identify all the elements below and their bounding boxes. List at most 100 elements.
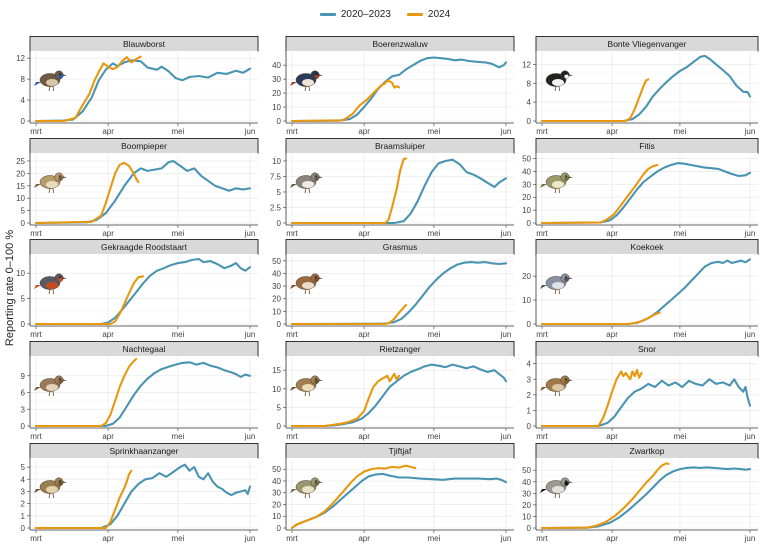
- series-line-2020-2023: [540, 466, 752, 530]
- legend-label-2020-2023: 2020–2023: [340, 8, 391, 20]
- bird-leg: [52, 288, 54, 295]
- tree-pipit-icon: [34, 172, 67, 194]
- panel-nachtegaal: Nachtegaal 0 3 6 9 mrt apr mei jun: [21, 341, 259, 441]
- y-tick-label: 2: [527, 391, 532, 400]
- bird-throat: [314, 379, 319, 384]
- x-tick-label: jun: [744, 127, 756, 136]
- bird-leg: [304, 390, 307, 397]
- x-tick-label: mei: [673, 229, 686, 238]
- y-tick-label: 10: [522, 512, 531, 521]
- panel-title: Rietzanger: [379, 344, 420, 354]
- y-tick-label: 50: [522, 466, 531, 475]
- bird-throat: [58, 277, 63, 282]
- bird-eye: [565, 175, 567, 177]
- panel-title: Blauwborst: [123, 39, 166, 49]
- bird-beak: [568, 74, 573, 76]
- bird-leg: [558, 187, 560, 194]
- x-tick-label: mei: [427, 432, 440, 441]
- x-tick-label: jun: [500, 127, 512, 136]
- plot-background: [286, 51, 514, 123]
- x-tick-label: mrt: [286, 432, 298, 441]
- y-tick-label: 2.5: [270, 203, 282, 212]
- lesser-whitethroat-icon: [290, 172, 323, 194]
- bird-tail: [290, 387, 297, 391]
- y-tick-label: 25: [16, 157, 25, 166]
- bird-beak: [62, 176, 67, 178]
- plot-background: [30, 356, 258, 428]
- x-tick-label: apr: [102, 330, 114, 339]
- bluethroat-icon: [34, 70, 67, 92]
- bird-tail: [290, 82, 297, 86]
- y-tick-label: 10: [272, 307, 281, 316]
- bird-throat: [58, 379, 63, 384]
- legend: 2020–2023 2024: [0, 6, 770, 22]
- legend-item-2020-2023: 2020–2023: [319, 8, 391, 20]
- y-tick-label: 30: [522, 489, 531, 498]
- x-tick-label: mei: [427, 229, 440, 238]
- bird-belly: [302, 79, 314, 86]
- series-line-2020-2023: [290, 363, 508, 428]
- series-line-2024: [290, 464, 417, 530]
- y-tick-label: 0: [21, 422, 26, 431]
- x-tick-label: apr: [606, 534, 618, 543]
- panel-fitis: Fitis 0 10 20 30 40 50 mrt apr mei jun: [522, 138, 759, 238]
- y-tick-label: 10: [272, 512, 281, 521]
- y-tick-label: 0: [21, 117, 26, 126]
- y-tick-label: 15: [272, 366, 281, 375]
- y-tick-label: 40: [272, 269, 281, 278]
- x-tick-label: mrt: [286, 330, 298, 339]
- pied-flycatcher-icon: [540, 70, 573, 92]
- bird-throat: [314, 481, 319, 486]
- y-tick-label: 10: [272, 385, 281, 394]
- x-tick-label: jun: [744, 534, 756, 543]
- series-line-2020-2023: [290, 158, 508, 225]
- series-line-2020-2023: [290, 261, 508, 326]
- y-tick-label: 12: [16, 54, 25, 63]
- x-tick-label: mrt: [286, 534, 298, 543]
- y-tick-label: 0: [277, 219, 282, 228]
- x-tick-label: mrt: [30, 330, 42, 339]
- panel-rietzanger: Rietzanger 0 5 10 15 mrt apr mei jun: [272, 341, 515, 441]
- y-tick-label: 40: [272, 61, 281, 70]
- x-tick-label: apr: [102, 127, 114, 136]
- bird-leg: [558, 390, 560, 397]
- bird-eye: [59, 73, 61, 75]
- bird-throat: [314, 277, 319, 282]
- y-tick-label: 1: [21, 512, 26, 521]
- bird-throat: [58, 176, 63, 181]
- panel-title: Gekraagde Roodstaart: [101, 242, 188, 252]
- bird-eye: [315, 378, 317, 380]
- bird-tail: [290, 184, 297, 188]
- bird-beak: [318, 481, 323, 483]
- plot-background: [30, 51, 258, 123]
- panel-boerenzwaluw: Boerenzwaluw 0 10 20 30 40 mrt apr mei jun: [272, 36, 515, 136]
- bird-eye: [315, 73, 317, 75]
- panel-zwartkop: Zwartkop 0 10 20 30 40 50 mrt apr mei jun: [522, 443, 759, 543]
- x-tick-label: mei: [171, 432, 184, 441]
- series-line-2024: [34, 55, 142, 123]
- y-tick-label: 6: [21, 389, 26, 398]
- x-tick-label: mrt: [30, 432, 42, 441]
- panel-boompieper: Boompieper 0 5 10 15 20 25 mrt apr mei jun: [16, 138, 259, 238]
- bird-tail: [540, 82, 547, 86]
- bird-belly: [46, 486, 58, 493]
- bird-leg: [554, 187, 557, 194]
- y-tick-label: 20: [272, 295, 281, 304]
- bird-tail: [540, 285, 547, 289]
- x-tick-label: apr: [358, 229, 370, 238]
- plot-background: [286, 356, 514, 428]
- x-tick-label: apr: [102, 534, 114, 543]
- y-tick-label: 9: [21, 372, 26, 381]
- y-tick-label: 5: [21, 463, 26, 472]
- bird-eye: [565, 378, 567, 380]
- y-tick-label: 4: [527, 98, 532, 107]
- legend-label-2024: 2024: [427, 8, 451, 20]
- bird-leg: [48, 187, 51, 194]
- bird-leg: [558, 492, 560, 499]
- panel-braamsluiper: Braamsluiper 0 2.5 5 7.5 10 mrt apr mei jun: [270, 138, 515, 238]
- y-tick-label: 10: [522, 296, 531, 305]
- y-tick-label: 0: [21, 524, 26, 533]
- bird-beak: [318, 277, 323, 279]
- bird-leg: [52, 85, 54, 92]
- series-line-2020-2023: [540, 378, 752, 428]
